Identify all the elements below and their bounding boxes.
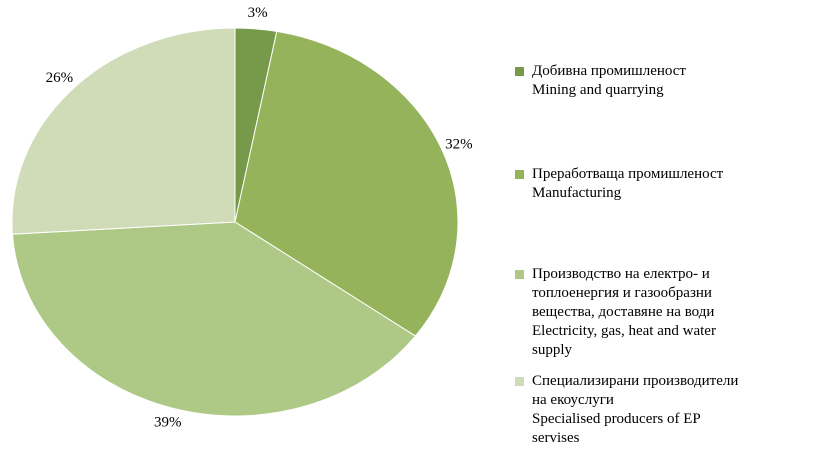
legend-swatch (515, 377, 524, 386)
data-label: 32% (445, 136, 473, 152)
pie-slice (11, 27, 236, 235)
legend-label: Добивна промишленост Mining and quarrying (532, 63, 686, 98)
pie-slice (11, 221, 417, 417)
legend-swatch (515, 170, 524, 179)
legend-label: Производство на електро- и топлоенергия и… (532, 266, 716, 358)
legend-swatch (515, 67, 524, 76)
legend-label: Специализирани производители на екоуслуги… (532, 373, 738, 446)
data-label: 3% (248, 5, 268, 21)
legend-label: Преработваща промишленост Manufacturing (532, 166, 724, 201)
data-label: 39% (154, 415, 182, 431)
data-label: 26% (46, 70, 74, 86)
legend-swatch (515, 270, 524, 279)
pie-slice (234, 30, 459, 337)
